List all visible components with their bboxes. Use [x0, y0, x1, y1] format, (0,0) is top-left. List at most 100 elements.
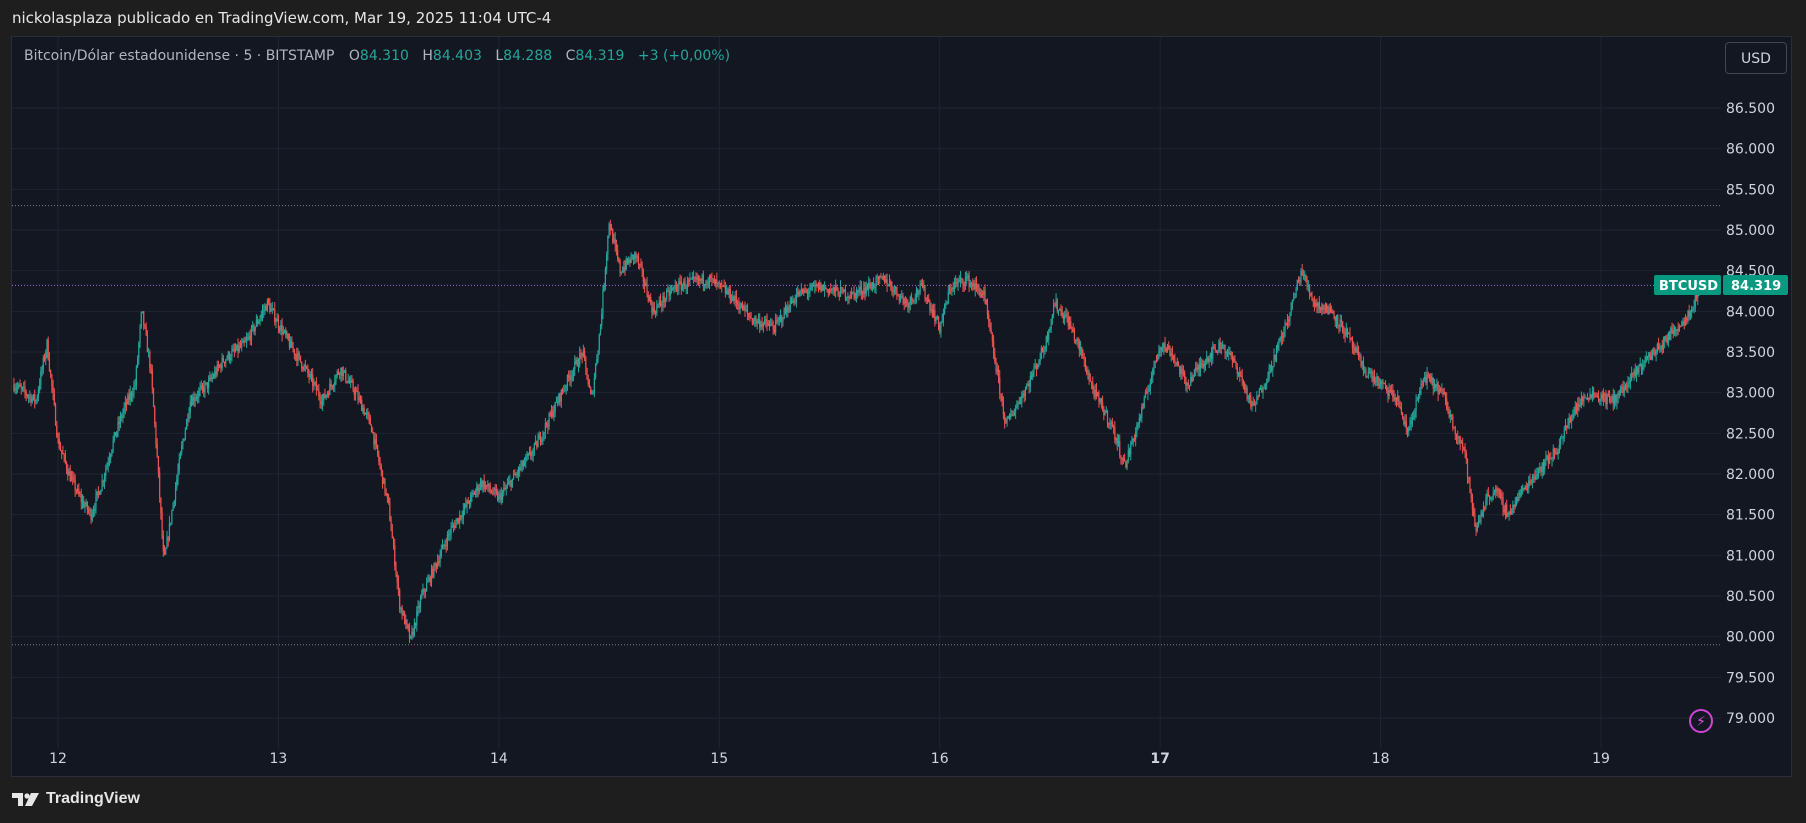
candle [805, 287, 807, 294]
candle [130, 390, 133, 402]
candle [1198, 357, 1200, 377]
candle [1367, 367, 1369, 379]
candle [1475, 522, 1477, 536]
candle [1285, 322, 1287, 326]
y-tick-label: 83.500 [1726, 345, 1775, 361]
candle [1340, 314, 1342, 328]
currency-button[interactable]: USD [1725, 42, 1787, 74]
candle [1482, 501, 1485, 518]
candle [1428, 373, 1431, 382]
candle [743, 304, 745, 311]
candle [318, 384, 320, 401]
candle [846, 296, 848, 302]
candle [1492, 486, 1494, 501]
candle [1402, 411, 1404, 420]
candle [701, 273, 703, 284]
candle [508, 475, 510, 485]
price-chart[interactable]: 86.50086.00085.50085.00084.50084.00083.5… [0, 0, 1806, 777]
candle [702, 270, 704, 292]
candle [19, 379, 21, 388]
candle [1688, 304, 1690, 321]
candle [1321, 302, 1323, 316]
candle [1480, 509, 1482, 525]
candle [1234, 355, 1236, 363]
candle [166, 530, 168, 549]
candle [532, 447, 534, 462]
candle [1302, 269, 1305, 280]
candle [1691, 305, 1693, 319]
candle [1540, 466, 1542, 477]
candle [1469, 476, 1471, 494]
candle [1339, 314, 1341, 332]
candle [14, 383, 16, 395]
candle [614, 231, 616, 252]
candle [321, 393, 324, 411]
candle [205, 382, 207, 386]
candle [268, 297, 270, 306]
candle [741, 301, 744, 311]
candle [1680, 325, 1682, 328]
candle [1323, 304, 1325, 315]
candle [1293, 292, 1295, 302]
candle [549, 410, 551, 418]
lightning-bolt-icon[interactable]: ⚡ [1689, 709, 1713, 733]
candle [1653, 347, 1655, 356]
candle [351, 375, 353, 383]
candle [1117, 434, 1120, 447]
candle [13, 377, 15, 393]
candle [683, 278, 685, 293]
candle [1517, 492, 1519, 504]
candle [765, 315, 767, 328]
candle [809, 283, 811, 298]
candle [1326, 303, 1328, 314]
tradingview-brand[interactable]: TradingView [12, 790, 140, 808]
candle [179, 451, 182, 460]
candle [448, 529, 450, 541]
candle [383, 476, 385, 484]
candle [581, 352, 583, 364]
candle [530, 446, 532, 460]
y-tick-label: 86.000 [1726, 142, 1775, 158]
candle [1448, 406, 1450, 419]
candle [122, 408, 124, 424]
candle [626, 257, 629, 266]
candle [1093, 385, 1095, 400]
candle [1621, 383, 1623, 394]
candle [29, 390, 31, 403]
candle [728, 286, 730, 299]
candle [463, 503, 466, 516]
candle [206, 382, 209, 393]
candle [84, 501, 86, 513]
candle [1248, 393, 1251, 404]
candle [1005, 417, 1007, 424]
candle [163, 545, 166, 556]
candle [1019, 396, 1022, 405]
chart-panel[interactable] [11, 36, 1792, 777]
candle [1262, 386, 1264, 399]
candle [1537, 467, 1540, 479]
candle [1169, 345, 1171, 357]
candle [392, 536, 395, 550]
candle [1439, 386, 1442, 393]
candle [1115, 437, 1117, 446]
candle [57, 432, 59, 444]
candle [1043, 345, 1045, 359]
candle [102, 479, 104, 487]
candle [1430, 373, 1432, 384]
candle [1675, 326, 1677, 337]
candle [359, 395, 362, 404]
candle [1002, 396, 1004, 420]
candle [1051, 314, 1053, 325]
candle [437, 554, 439, 569]
candle [754, 315, 756, 328]
candle [828, 288, 831, 296]
candle [1497, 487, 1499, 498]
candle [1577, 397, 1579, 418]
candle [1259, 384, 1262, 391]
y-tick-label: 80.000 [1726, 630, 1775, 646]
candle [744, 301, 746, 317]
candle [599, 324, 602, 336]
candle [821, 284, 823, 292]
candle [424, 588, 426, 599]
candle [1146, 387, 1148, 395]
